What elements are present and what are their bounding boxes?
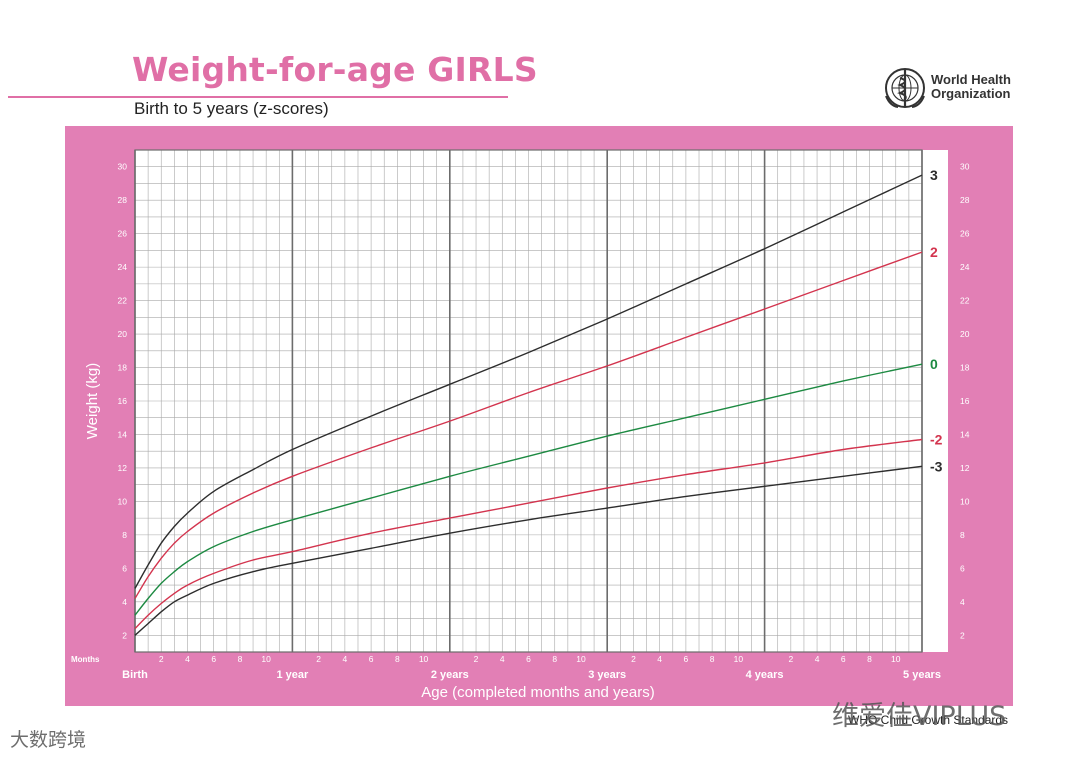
curve-z3 (134, 174, 923, 589)
y-tick-label: 14 (118, 429, 128, 439)
y-tick-label-right: 10 (960, 496, 970, 506)
y-tick-label: 26 (118, 229, 128, 239)
month-tick-label: 6 (211, 654, 216, 664)
right-axis-strip (922, 150, 948, 652)
month-tick-label: 2 (788, 654, 793, 664)
year-tick-label: 5 years (903, 669, 941, 681)
month-tick-label: 8 (395, 654, 400, 664)
y-tick-label: 2 (122, 630, 127, 640)
year-tick-label: Birth (122, 669, 148, 681)
org-name-line2: Organization (931, 86, 1011, 101)
y-tick-label-right: 8 (960, 530, 965, 540)
year-tick-label: 4 years (746, 669, 784, 681)
month-tick-label: 4 (342, 654, 347, 664)
org-name-line1: World Health (931, 72, 1011, 87)
z-score-curves (134, 174, 923, 636)
month-tick-label: 2 (631, 654, 636, 664)
y-axis-label: Weight (kg) (84, 363, 101, 439)
y-tick-label-right: 2 (960, 630, 965, 640)
y-tick-label: 24 (118, 262, 128, 272)
y-tick-label: 30 (118, 162, 128, 172)
grid-major (134, 149, 923, 653)
months-label: Months (71, 655, 100, 664)
year-tick-label: 3 years (588, 669, 626, 681)
x-axis-label: Age (completed months and years) (421, 684, 654, 701)
curve-label-z0: 0 (930, 356, 938, 372)
plot-border (134, 149, 923, 653)
y-tick-label: 28 (118, 195, 128, 205)
month-tick-label: 6 (526, 654, 531, 664)
month-tick-label: 8 (710, 654, 715, 664)
y-tick-label-right: 24 (960, 262, 970, 272)
y-tick-label-right: 18 (960, 363, 970, 373)
month-tick-label: 8 (552, 654, 557, 664)
chart-title: Weight-for-age GIRLS (132, 50, 538, 89)
year-tick-label: 2 years (431, 669, 469, 681)
y-tick-label-right: 28 (960, 195, 970, 205)
who-emblem-icon (885, 68, 925, 108)
year-tick-label: 1 year (276, 669, 309, 681)
y-tick-label: 12 (118, 463, 128, 473)
curve-zminus2 (134, 438, 923, 630)
month-tick-label: 10 (734, 654, 744, 664)
month-tick-label: 8 (867, 654, 872, 664)
y-tick-label: 8 (122, 530, 127, 540)
curve-z0 (134, 363, 923, 616)
month-tick-label: 4 (657, 654, 662, 664)
y-tick-label-right: 20 (960, 329, 970, 339)
y-tick-label-right: 30 (960, 162, 970, 172)
y-tick-label: 6 (122, 563, 127, 573)
month-tick-label: 4 (815, 654, 820, 664)
curve-z2 (134, 251, 923, 599)
x-tick-labels: 2 4 6 8 10 2 4 6 8 10 2 4 6 8 10 2 4 6 8 10 2 4 6 8 10 Birth 1 yea… (122, 654, 941, 681)
y-tick-label: 22 (118, 296, 128, 306)
y-tick-label: 4 (122, 597, 127, 607)
grid-minor (135, 149, 922, 653)
month-tick-label: 2 (474, 654, 479, 664)
month-tick-label: 4 (500, 654, 505, 664)
month-tick-label: 6 (369, 654, 374, 664)
month-tick-label: 6 (841, 654, 846, 664)
watermark-right: 维爱佳VIPLUS (832, 701, 1007, 732)
month-tick-label: 10 (891, 654, 901, 664)
curve-label-zminus3: -3 (930, 458, 943, 474)
y-tick-label-right: 6 (960, 563, 965, 573)
month-tick-label: 2 (159, 654, 164, 664)
y-tick-label: 20 (118, 329, 128, 339)
y-tick-label-right: 14 (960, 429, 970, 439)
y-tick-label: 10 (118, 496, 128, 506)
y-tick-label-right: 4 (960, 597, 965, 607)
curve-label-z3: 3 (930, 167, 938, 183)
y-tick-label-right: 16 (960, 396, 970, 406)
y-tick-label-right: 12 (960, 463, 970, 473)
y-tick-label-right: 26 (960, 229, 970, 239)
watermark-left: 大数跨境 (10, 729, 87, 751)
month-tick-label: 4 (185, 654, 190, 664)
who-organization-name: World Health Organization (931, 73, 1011, 101)
y-tick-label: 18 (118, 363, 128, 373)
z-score-labels: 3 2 0 -2 -3 (930, 167, 943, 474)
month-tick-label: 10 (261, 654, 271, 664)
month-tick-label: 6 (684, 654, 689, 664)
month-tick-label: 8 (238, 654, 243, 664)
curve-label-z2: 2 (930, 244, 938, 260)
month-tick-label: 10 (419, 654, 429, 664)
curve-zminus3 (134, 465, 923, 636)
title-underline (8, 96, 508, 98)
month-tick-label: 2 (316, 654, 321, 664)
curve-label-zminus2: -2 (930, 431, 943, 447)
chart-subtitle: Birth to 5 years (z-scores) (134, 99, 329, 118)
footer-source: WHO Child Growth Standards (848, 713, 1009, 727)
y-tick-label: 16 (118, 396, 128, 406)
month-tick-label: 10 (576, 654, 586, 664)
y-tick-label-right: 22 (960, 296, 970, 306)
